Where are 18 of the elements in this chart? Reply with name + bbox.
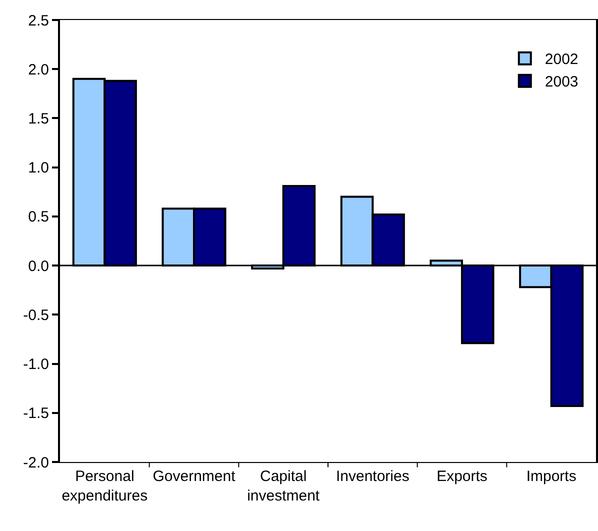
y-tick-label: -0.5 — [23, 306, 49, 324]
y-tick-label: 1.0 — [28, 160, 49, 177]
y-tick-label: 2.0 — [28, 61, 49, 78]
x-tick-label: Personal expenditures — [62, 468, 148, 504]
x-tick-label: Imports — [526, 468, 576, 485]
y-tick-label: 0.5 — [28, 208, 49, 226]
y-tick-label: -2.0 — [23, 454, 49, 472]
x-tick-label: Inventories — [336, 468, 410, 485]
y-tick-label: 1.5 — [28, 110, 49, 128]
y-tick-label: 2.5 — [28, 12, 49, 30]
y-tick-label: -1.0 — [23, 356, 49, 374]
legend-label: 2003 — [544, 74, 578, 91]
y-tick-label: -1.5 — [23, 405, 49, 422]
x-tick-label: Capital investment — [247, 468, 320, 504]
legend-label: 2002 — [544, 51, 578, 68]
x-tick-label: Government — [152, 468, 236, 485]
y-tick-label: 0.0 — [28, 258, 49, 275]
x-tick-label: Exports — [436, 468, 488, 485]
